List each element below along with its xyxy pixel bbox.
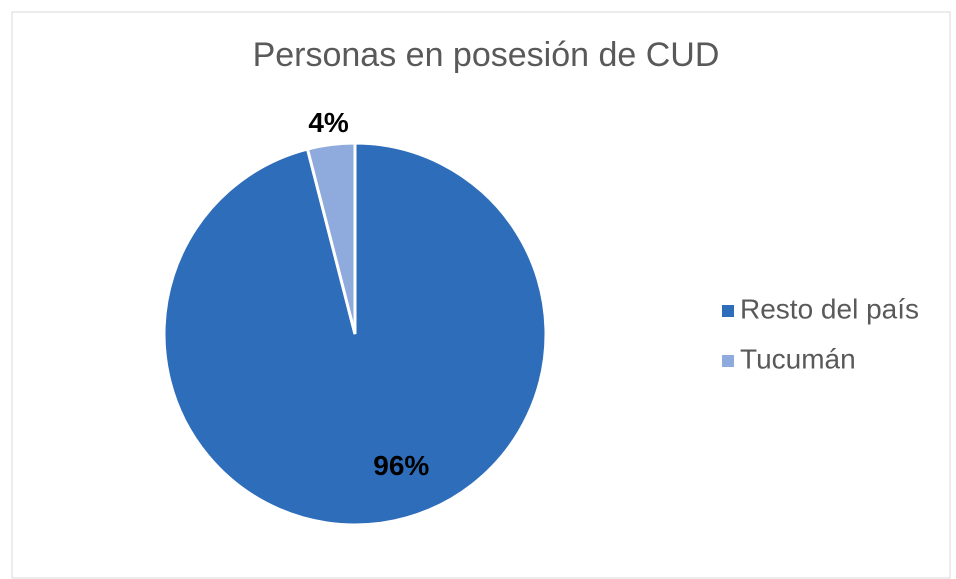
legend-label: Tucumán <box>740 343 856 374</box>
data-label: 96% <box>373 450 429 481</box>
legend-label: Resto del país <box>740 293 919 324</box>
legend-swatch <box>722 305 734 317</box>
chart-title: Personas en posesión de CUD <box>253 36 720 74</box>
legend-swatch <box>722 355 734 367</box>
pie-slice <box>305 141 357 335</box>
data-label: 4% <box>308 107 349 138</box>
